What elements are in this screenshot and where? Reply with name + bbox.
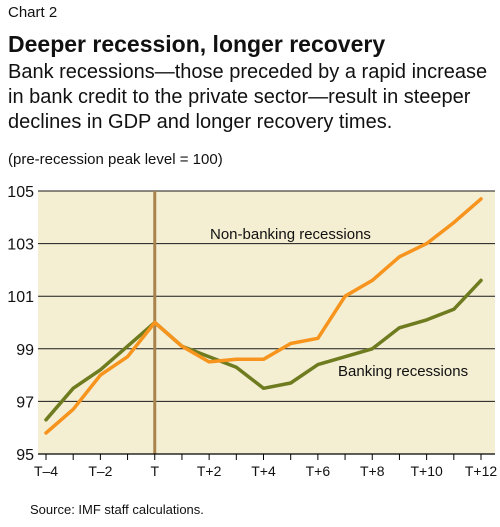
x-tick-label: T+12 xyxy=(465,463,498,479)
y-tick-label-95: 95 xyxy=(16,447,34,464)
x-tick-label: T+8 xyxy=(360,463,385,479)
y-tick-label-105: 105 xyxy=(7,184,34,201)
unit-note: (pre-recession peak level = 100) xyxy=(8,151,223,168)
gridlines xyxy=(38,190,495,402)
y-tick-label-101: 101 xyxy=(7,289,34,306)
x-tick-label: T–4 xyxy=(34,463,58,479)
chart-title: Deeper recession, longer recovery xyxy=(8,31,386,57)
x-tick-label: T+6 xyxy=(306,463,331,479)
x-tick-label: T xyxy=(150,463,159,479)
x-tick-label: T–2 xyxy=(88,463,112,479)
y-tick-label-97: 97 xyxy=(16,394,34,411)
series-layer xyxy=(44,197,483,435)
y-axis-ticks: 95 97 99 101 103 105 xyxy=(7,184,34,464)
chart-number: Chart 2 xyxy=(8,4,58,21)
series-line-banking xyxy=(44,278,483,422)
x-tick-label: T+4 xyxy=(251,463,276,479)
source-note: Source: IMF staff calculations. xyxy=(30,502,204,517)
y-tick-label-103: 103 xyxy=(7,237,34,254)
x-tick-label: T+2 xyxy=(197,463,222,479)
series-line-non-banking xyxy=(44,197,483,435)
chart-subtitle: Bank recessions—those preceded by a rapi… xyxy=(8,61,488,133)
x-axis-ticks: T–4 T–2 T T+2 T+4 T+6 T+8 T+10 T+12 xyxy=(34,454,497,479)
y-tick-label-99: 99 xyxy=(16,342,34,359)
series-label-non-banking: Non-banking recessions xyxy=(210,226,371,243)
x-tick-label: T+10 xyxy=(410,463,443,479)
series-label-banking: Banking recessions xyxy=(338,363,468,380)
